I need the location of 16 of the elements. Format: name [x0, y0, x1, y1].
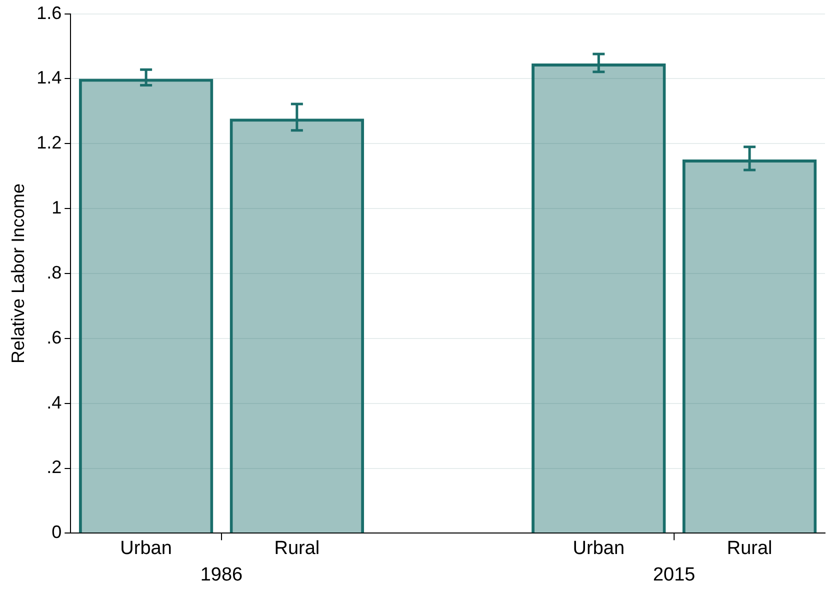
y-tick-label: .8 — [46, 262, 62, 282]
text: 2015 — [652, 564, 696, 586]
x-tick-label: Urban — [572, 538, 625, 559]
x-tick-label: Rural — [726, 538, 772, 559]
text: 1986 — [200, 564, 243, 586]
x-tick-label: Rural — [274, 538, 320, 559]
y-tick-label: 0 — [52, 522, 62, 542]
x-tick-label: Urban — [120, 538, 172, 559]
y-tick-label: .6 — [46, 327, 62, 348]
y-tick-label: .2 — [46, 457, 62, 478]
y-tick-label: 1.2 — [36, 132, 62, 153]
y-tick-label: 1.4 — [36, 68, 62, 88]
y-axis-title: Relative Labor Income — [8, 183, 28, 364]
y-tick-label: 1 — [52, 198, 62, 218]
y-tick-label: .4 — [46, 392, 62, 412]
y-tick-label: 1.6 — [36, 2, 62, 23]
